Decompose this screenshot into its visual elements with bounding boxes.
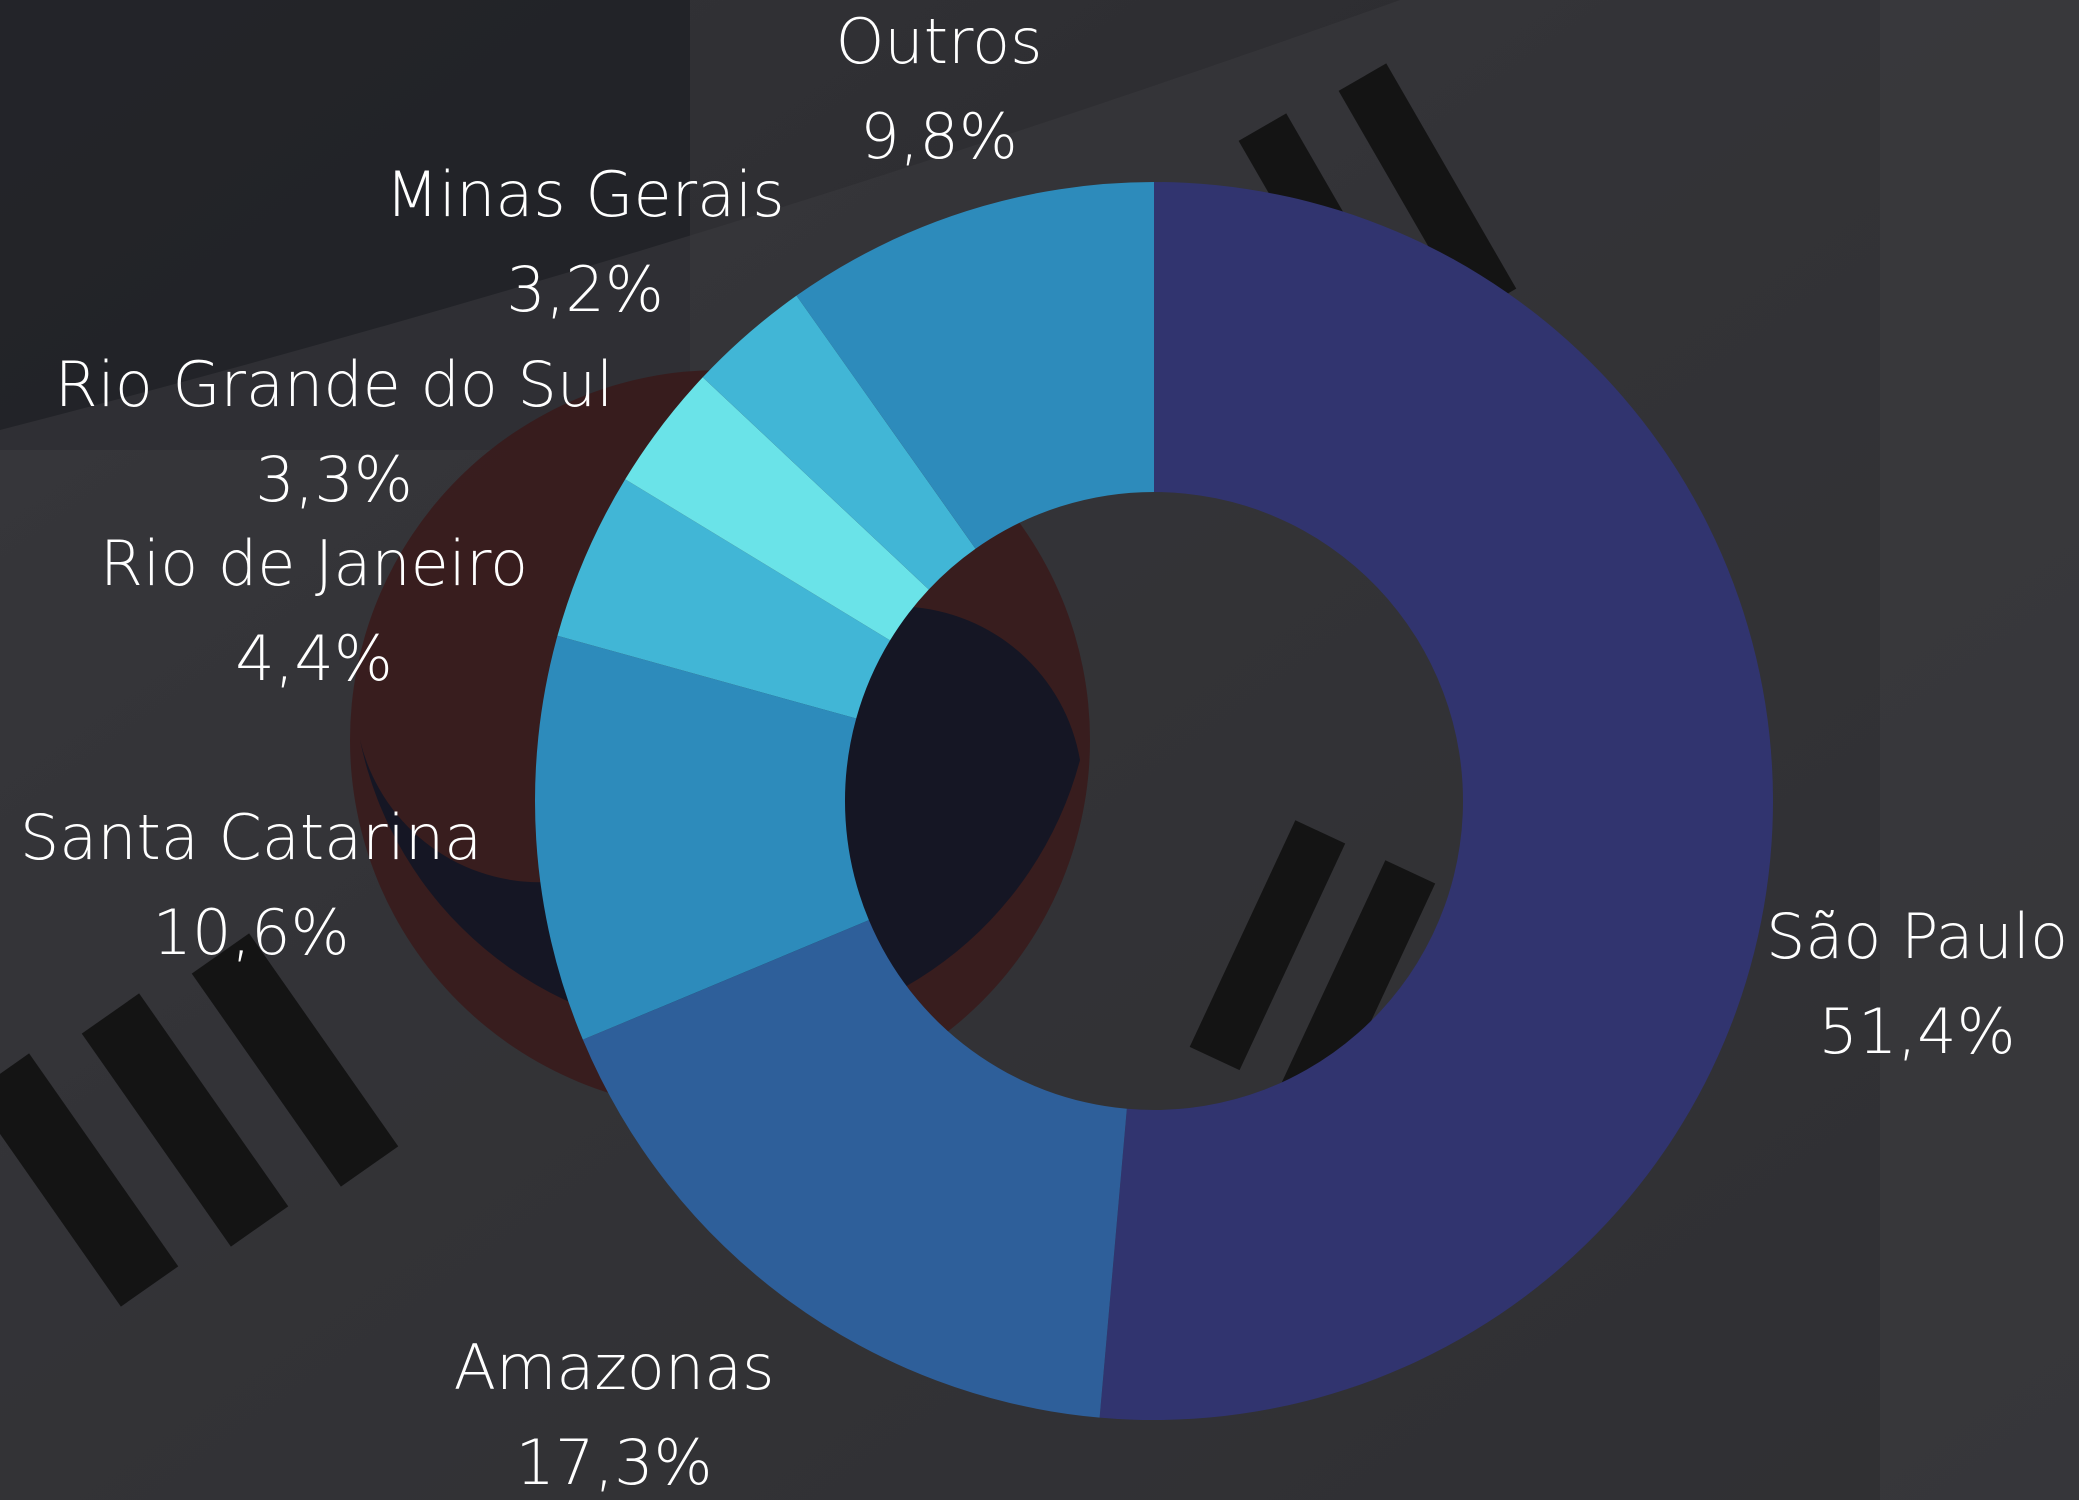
value-label: 9,8% bbox=[860, 100, 1018, 173]
slice-label: Rio de Janeiro bbox=[100, 527, 528, 600]
slice-label: São Paulo bbox=[1766, 900, 2068, 973]
slice-label: Outros bbox=[836, 5, 1043, 78]
value-label: 51,4% bbox=[1819, 995, 2016, 1068]
value-label: 17,3% bbox=[516, 1426, 713, 1499]
slice-label: Rio Grande do Sul bbox=[55, 348, 614, 421]
value-label: 10,6% bbox=[153, 896, 350, 969]
value-label: 4,4% bbox=[235, 622, 393, 695]
slice-label: Amazonas bbox=[454, 1331, 775, 1404]
value-label: 3,3% bbox=[255, 443, 413, 516]
value-label: 3,2% bbox=[506, 253, 664, 326]
chart: São Paulo 51,4% Amazonas 17,3% Santa Catarin… bbox=[0, 0, 2079, 1500]
slice-label: Santa Catarina bbox=[20, 801, 482, 874]
slice-label: Minas Gerais bbox=[385, 158, 784, 231]
